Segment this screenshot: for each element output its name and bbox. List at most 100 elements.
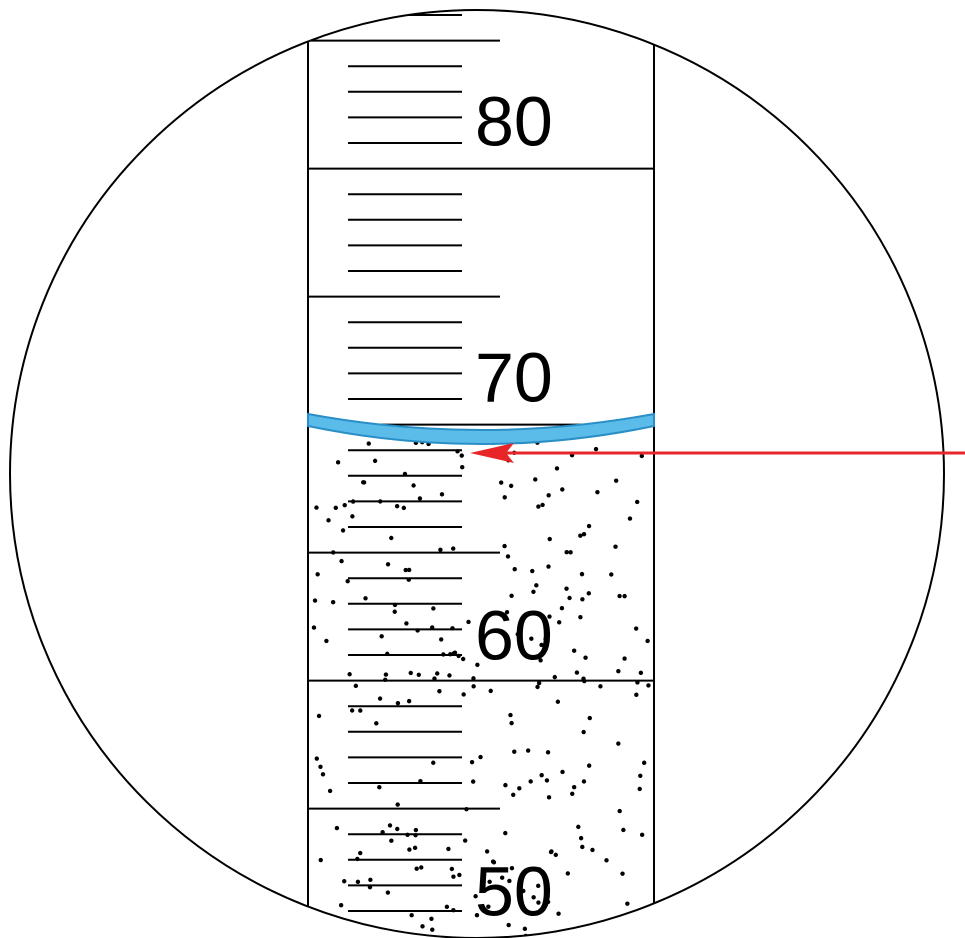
dot <box>555 699 561 704</box>
dot <box>345 578 350 584</box>
view-circle <box>9 9 945 938</box>
dot <box>459 453 464 458</box>
dot <box>471 676 476 681</box>
dot <box>536 900 541 905</box>
dot <box>502 495 507 500</box>
dot <box>335 460 341 465</box>
dot <box>471 684 476 689</box>
dot <box>412 845 418 851</box>
dot <box>430 927 435 932</box>
dot <box>586 591 592 596</box>
dot <box>583 655 588 660</box>
dot <box>595 489 600 495</box>
dot <box>444 904 450 910</box>
dot <box>342 502 347 508</box>
dot <box>473 894 478 899</box>
dot <box>621 827 626 833</box>
dot <box>339 558 344 564</box>
dot <box>429 916 434 922</box>
dot <box>474 913 480 918</box>
dot <box>530 568 535 574</box>
dot <box>358 708 363 713</box>
dot <box>546 564 551 569</box>
dot <box>564 550 569 555</box>
dot <box>460 465 465 470</box>
dot <box>347 672 352 677</box>
dot <box>353 683 359 689</box>
dot <box>338 903 344 908</box>
dot <box>576 824 581 830</box>
dot <box>531 589 536 594</box>
dot <box>315 572 320 577</box>
dot <box>536 680 542 686</box>
dot <box>515 632 520 637</box>
dot <box>554 466 560 471</box>
scale-label: 70 <box>475 338 553 416</box>
dot <box>533 477 538 482</box>
dot <box>368 877 373 883</box>
dot <box>528 779 533 784</box>
dot <box>406 698 412 704</box>
dot <box>627 516 633 521</box>
dot <box>536 504 541 509</box>
dot <box>574 670 580 675</box>
dot <box>604 858 609 863</box>
dot <box>525 748 531 753</box>
dot <box>330 600 336 605</box>
dot <box>639 832 645 837</box>
dot <box>580 844 585 850</box>
dot <box>484 849 490 854</box>
dot <box>613 478 619 483</box>
dot <box>578 614 583 620</box>
dot <box>416 672 421 677</box>
dot <box>327 788 333 794</box>
dot <box>439 492 445 497</box>
dot <box>420 924 425 929</box>
dot <box>546 493 551 498</box>
dot <box>509 593 514 599</box>
dot <box>545 750 551 755</box>
dot <box>547 536 552 542</box>
dot <box>392 609 397 614</box>
dot <box>593 446 599 452</box>
dot <box>581 729 586 735</box>
dot <box>580 597 585 602</box>
dot <box>511 792 516 797</box>
dot <box>406 567 412 573</box>
dot <box>395 826 400 832</box>
dot <box>578 934 583 938</box>
scale-area: 80 70 60 50 <box>307 10 655 938</box>
dot <box>549 849 554 854</box>
dot <box>547 614 552 619</box>
dot <box>508 483 514 489</box>
dot <box>556 911 561 916</box>
dot <box>439 637 444 642</box>
dot <box>408 670 413 676</box>
dot <box>641 760 647 765</box>
dot <box>633 626 639 631</box>
dot <box>639 453 644 459</box>
dot <box>560 769 565 775</box>
dot <box>581 779 587 784</box>
dot <box>571 648 577 653</box>
dot <box>312 598 318 603</box>
dot <box>538 658 543 663</box>
dot <box>475 662 480 668</box>
dot <box>517 786 522 791</box>
dot <box>586 763 592 768</box>
dot <box>377 785 382 790</box>
dot <box>437 689 442 694</box>
dot <box>507 878 512 884</box>
dot <box>372 458 378 464</box>
dot <box>478 754 483 760</box>
dot <box>419 865 424 870</box>
dot <box>403 567 408 573</box>
dot <box>506 922 511 928</box>
dot <box>349 708 355 713</box>
dot <box>389 838 394 843</box>
dot <box>638 773 643 779</box>
dot <box>318 764 323 769</box>
dot <box>540 502 545 508</box>
dot <box>529 636 534 641</box>
